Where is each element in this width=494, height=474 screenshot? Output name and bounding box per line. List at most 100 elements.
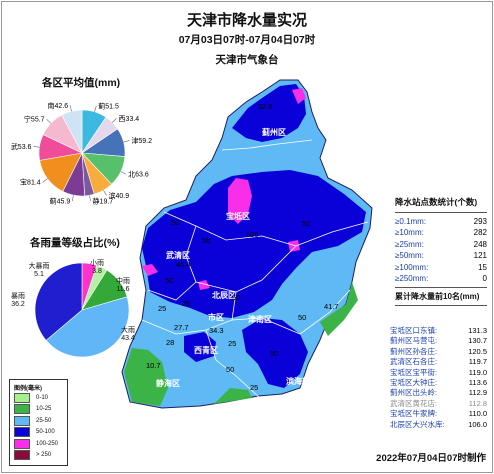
station-count-row: ≥50mm: 121 <box>395 250 487 261</box>
legend-swatch <box>14 392 30 403</box>
legend-swatch <box>14 450 30 461</box>
map-value: 32.8 <box>258 102 273 111</box>
legend-item: > 250 <box>14 450 67 462</box>
pie-label: 宁55.7 <box>24 115 45 124</box>
map-title: 天津市降水量实况 <box>186 12 307 29</box>
station-name: 宝坻区牛家牌: <box>390 409 438 419</box>
tianjin-outline <box>121 79 373 409</box>
district-label-jinghai: 静海区 <box>156 378 180 388</box>
grade-label-heavy-storm: 大暴雨 5.1 <box>28 263 50 278</box>
pie-label: 津59.2 <box>131 137 152 145</box>
pie-leader-line <box>42 178 48 183</box>
map-value: 50 <box>270 349 278 358</box>
pie-leader-line <box>89 195 91 202</box>
legend-label: 25-50 <box>36 417 52 424</box>
top10-row: 蓟州区马营屯: 130.7 <box>390 336 487 346</box>
zone-10-25-east <box>320 282 358 336</box>
pie-label: 宝81.4 <box>20 178 41 187</box>
district-label-baodi: 宝坻区 <box>226 211 250 221</box>
map-value: 50 <box>298 313 306 322</box>
threshold-label: ≥50mm: <box>395 251 424 261</box>
threshold-label: ≥25mm: <box>395 239 424 249</box>
zone-50-100-north <box>232 84 306 142</box>
district-label-wuqing: 武清区 <box>166 250 190 260</box>
zone-50-100-southeast <box>242 318 308 388</box>
legend-item: 50-100 <box>14 427 67 439</box>
district-label-urban: 市区 <box>208 312 224 322</box>
map-value: 41.7 <box>324 302 339 311</box>
rainfall-value: 106.0 <box>468 419 487 429</box>
legend-title: 图例(毫米) <box>14 386 42 392</box>
station-count-row: ≥250mm: 0 <box>395 273 487 284</box>
map-value: 28 <box>166 338 174 347</box>
rainfall-value: 112.8 <box>468 398 487 408</box>
map-value: 50 <box>226 365 234 374</box>
map-value: 50 <box>165 276 173 285</box>
map-value: 34.3 <box>209 326 224 335</box>
rainfall-value: 130.7 <box>468 336 487 346</box>
zone-10-25-west <box>124 348 168 406</box>
rainfall-value: 119.0 <box>468 367 487 377</box>
station-count: 293 <box>473 217 487 226</box>
station-stats-table: ≥0.1mm: 293 ≥10mm: 282 ≥25mm: 248 ≥50mm: 121 ≥10… <box>395 216 487 284</box>
legend-label: 0-10 <box>36 394 49 401</box>
grade-label-storm: 暴雨 36.2 <box>11 293 25 308</box>
top10-row: 蓟州区出头岭: 112.9 <box>390 388 487 398</box>
threshold-label: ≥10mm: <box>395 228 424 238</box>
map-value: 25 <box>228 339 236 348</box>
station-count: 248 <box>473 239 487 249</box>
district-label-beichen: 北辰区 <box>212 290 236 300</box>
pie-leader-line <box>94 106 97 112</box>
station-name: 武清区石各庄: <box>390 357 438 367</box>
legend-item: 100-250 <box>14 438 67 450</box>
map-value: 50 <box>202 236 210 245</box>
top10-title: 累计降水量前10名(mm) <box>395 292 480 301</box>
legend-swatch <box>14 438 30 449</box>
isoline-values: 32.8 50 100 50 50 40.4 50 25 27.7 34.3 5… <box>146 102 339 392</box>
zone-100-250-beichen <box>198 280 210 290</box>
station-name: 宝坻区口东镇: <box>390 326 438 335</box>
legend-label: 100-250 <box>36 440 59 447</box>
map-value: 25 <box>158 304 166 313</box>
grade-pie-title: 各雨量等级占比(%) <box>30 237 120 249</box>
stats-divider <box>395 212 487 213</box>
station-count: 121 <box>473 251 487 261</box>
top10-row: 武清区石各庄: 119.7 <box>390 357 487 367</box>
zone-100-250-east <box>288 240 300 252</box>
pie-leader-line <box>112 118 117 123</box>
pie-label: 滨40.9 <box>108 191 129 200</box>
station-count-row: ≥100mm: 15 <box>395 262 487 273</box>
pie-label: 静19.7 <box>93 197 114 206</box>
top10-divider-top <box>395 287 487 288</box>
map-value: 100 <box>246 230 259 239</box>
pie-slice-4 <box>34 262 83 341</box>
station-name: 宝坻区大钟庄: <box>390 377 438 387</box>
zone-100-250-north <box>292 88 306 104</box>
pie-leader-line <box>123 140 130 143</box>
pie-label: 武53.6 <box>11 142 32 151</box>
pie-leader-line <box>103 190 107 196</box>
legend-label: 10-25 <box>36 406 52 413</box>
map-value: 50 <box>232 293 240 302</box>
map-legend: 图例(毫米) 0-10 10-25 25-50 50-100 100-250 > 250 <box>9 379 68 466</box>
map-value: 50 <box>302 219 310 228</box>
footer-timestamp: 2022年07月04日07时制作 <box>376 453 486 464</box>
rainfall-value: 112.9 <box>468 388 487 398</box>
map-value: 40.4 <box>176 260 191 269</box>
rainfall-value: 131.3 <box>468 326 487 335</box>
threshold-label: ≥250mm: <box>395 273 429 283</box>
pie-leader-line <box>120 171 127 175</box>
legend-item: 25-50 <box>14 415 67 427</box>
top10-row: 宝坻区大钟庄: 113.6 <box>390 378 487 388</box>
map-value: 25 <box>250 383 258 392</box>
zone-100-250-wuqing <box>142 264 158 276</box>
issuing-agency: 天津市气象台 <box>215 54 279 66</box>
threshold-label: ≥100mm: <box>395 262 429 272</box>
map-value: 27.7 <box>174 323 189 332</box>
station-count: 15 <box>478 262 487 272</box>
station-count: 282 <box>473 228 487 238</box>
zone-10-25-south <box>214 388 252 404</box>
pie-label: 蓟45.9 <box>50 197 71 206</box>
